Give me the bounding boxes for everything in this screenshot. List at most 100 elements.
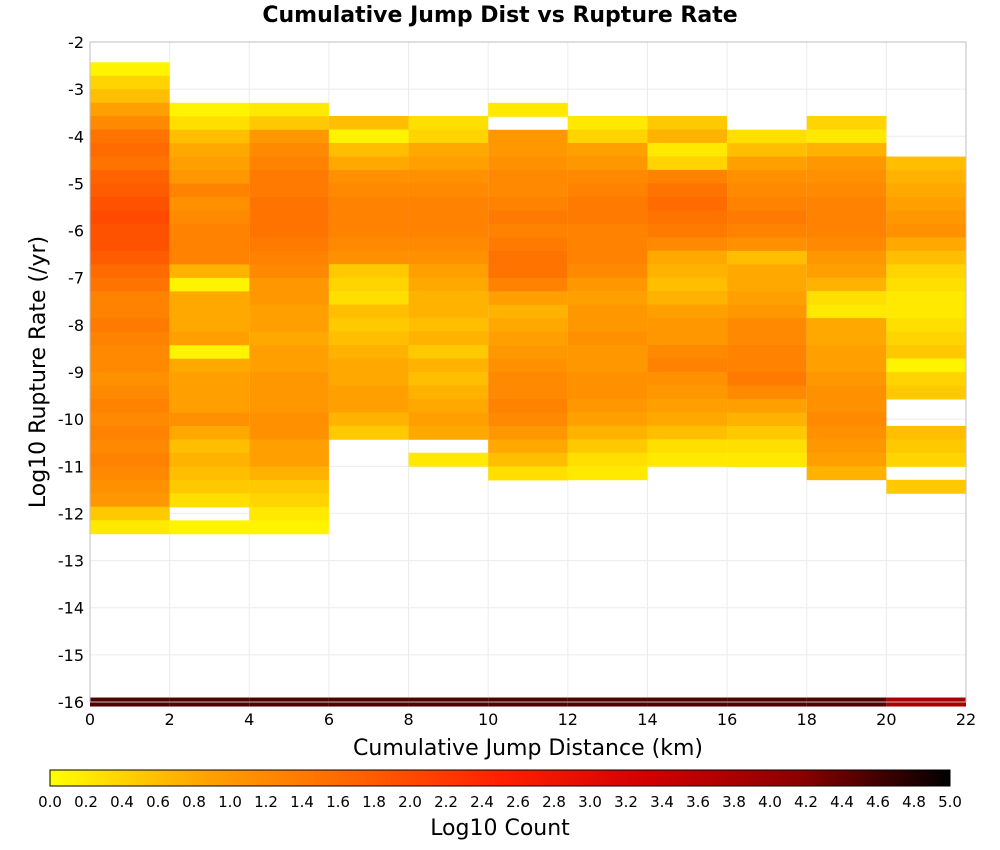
heatmap-cell	[806, 371, 887, 386]
heatmap-cell	[169, 264, 250, 279]
heatmap-cell	[647, 304, 728, 319]
heatmap-cell	[90, 89, 170, 104]
heatmap-cell	[806, 156, 887, 171]
heatmap-cell	[727, 304, 807, 319]
heatmap-cell	[806, 412, 887, 427]
heatmap-cell	[328, 210, 409, 225]
x-axis-label: Cumulative Jump Distance (km)	[353, 736, 703, 761]
heatmap-cell	[806, 250, 887, 265]
heatmap-cell	[328, 250, 409, 265]
heatmap-cell	[90, 398, 170, 413]
heatmap-cell	[90, 75, 170, 90]
colorbar-tick-label: 3.0	[578, 793, 602, 811]
heatmap-cell	[886, 345, 966, 360]
heatmap-cell	[727, 331, 807, 346]
heatmap-cell	[806, 358, 887, 373]
x-tick-label: 10	[478, 710, 498, 729]
heatmap-cell	[727, 237, 807, 252]
heatmap-cell	[328, 344, 409, 359]
heatmap-cell	[328, 237, 409, 252]
colorbar-tick-label: 3.6	[686, 793, 710, 811]
heatmap-cell	[249, 250, 329, 265]
heatmap-cell	[567, 304, 648, 319]
x-tick-label: 18	[797, 710, 817, 729]
heatmap-cell	[647, 412, 728, 427]
heatmap-cell	[408, 223, 489, 238]
heatmap-cell	[408, 116, 489, 130]
heatmap-cell	[567, 291, 648, 306]
heatmap-cell	[488, 183, 568, 198]
heatmap-cell	[647, 398, 728, 413]
heatmap-cell	[328, 183, 409, 198]
colorbar	[49, 769, 951, 787]
heatmap-cell	[328, 196, 409, 211]
colorbar-tick-label: 0.6	[146, 793, 170, 811]
heatmap-cell	[886, 425, 966, 440]
colorbar-tick-label: 3.4	[650, 793, 674, 811]
heatmap-cell	[567, 169, 648, 184]
heatmap-cell	[408, 183, 489, 198]
heatmap-cell	[488, 156, 568, 171]
heatmap-cell	[727, 345, 807, 360]
colorbar-tick-label: 4.2	[794, 793, 818, 811]
heatmap-cell	[408, 277, 489, 292]
heatmap-cell	[328, 116, 409, 130]
heatmap-cell	[90, 210, 170, 225]
heatmap-cell	[408, 358, 489, 373]
heatmap-cell	[408, 318, 489, 333]
heatmap-cell	[567, 344, 648, 359]
heatmap-cell	[647, 116, 728, 130]
heatmap-cell	[647, 237, 728, 252]
heatmap-cell	[567, 196, 648, 211]
heatmap-cell	[249, 304, 329, 319]
colorbar-tick-label: 0.4	[110, 793, 134, 811]
heatmap-cell	[249, 439, 329, 454]
heatmap-cell	[806, 385, 887, 400]
heatmap-cell	[488, 197, 568, 212]
heatmap-cell	[806, 183, 887, 198]
heatmap-cell	[90, 277, 170, 292]
heatmap-cell	[886, 223, 966, 238]
y-tick-label: -13	[58, 552, 84, 571]
heatmap-cell	[886, 250, 966, 265]
heatmap-cell	[727, 372, 807, 387]
heatmap-cell	[328, 425, 409, 440]
heatmap-cell	[169, 210, 250, 225]
heatmap-cell	[488, 318, 568, 333]
heatmap-cell	[886, 170, 966, 184]
colorbar-tick-label: 0.8	[182, 793, 206, 811]
heatmap-cell	[328, 398, 409, 413]
heatmap-cell	[249, 466, 329, 481]
heatmap-cell	[90, 183, 170, 198]
heatmap-cell	[727, 412, 807, 427]
colorbar-tick-label: 1.0	[218, 793, 242, 811]
heatmap-cell	[408, 250, 489, 265]
heatmap-cell	[567, 452, 648, 467]
heatmap-cell	[647, 358, 728, 373]
heatmap-cell	[806, 116, 887, 130]
heatmap-cell	[249, 237, 329, 252]
heatmap-cell	[90, 304, 170, 319]
y-tick-label: -6	[68, 222, 84, 241]
heatmap-cell	[249, 277, 329, 292]
heatmap-cell	[886, 372, 966, 387]
heatmap-cell	[806, 142, 887, 157]
heatmap-cell	[169, 318, 250, 333]
heatmap-cell	[567, 412, 648, 427]
heatmap-cell	[249, 156, 329, 171]
heatmap-cell	[169, 170, 250, 185]
heatmap-cell	[727, 197, 807, 211]
heatmap-cell	[727, 223, 807, 238]
heatmap-cell	[647, 142, 728, 157]
heatmap-cell	[488, 129, 568, 144]
colorbar-tick-label: 4.0	[758, 793, 782, 811]
heatmap-cell	[328, 223, 409, 238]
heatmap-cell	[567, 439, 648, 454]
heatmap-cell	[806, 304, 887, 319]
heatmap-cell	[169, 493, 250, 508]
heatmap-cell	[408, 398, 489, 413]
heatmap-cell	[90, 170, 170, 184]
heatmap-cell	[806, 318, 887, 333]
colorbar-tick-label: 1.2	[254, 793, 278, 811]
